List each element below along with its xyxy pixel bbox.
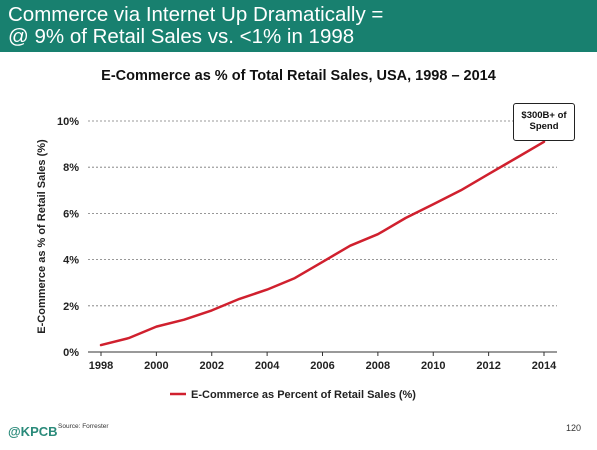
x-tick-label: 2000: [144, 360, 168, 372]
x-tick-label: 2006: [310, 360, 334, 372]
y-tick-label: 10%: [57, 116, 79, 128]
headline-line-1: Commerce via Internet Up Dramatically =: [8, 3, 384, 26]
y-tick-label: 8%: [63, 162, 79, 174]
y-tick-label: 6%: [63, 208, 79, 220]
y-tick-label: 4%: [63, 255, 79, 267]
x-tick-label: 1998: [89, 360, 113, 372]
annotation-line-1: $300B+ of: [521, 110, 567, 121]
x-tick-label: 2002: [200, 360, 224, 372]
kpcb-logo: @KPCB: [8, 424, 58, 439]
headline-line-2: @ 9% of Retail Sales vs. <1% in 1998: [8, 25, 355, 48]
annotation-line-2: Spend: [529, 121, 559, 132]
source-note: Source: Forrester: [58, 423, 109, 430]
x-tick-label: 2008: [366, 360, 390, 372]
x-tick-label: 2004: [255, 360, 280, 372]
legend-label: E-Commerce as Percent of Retail Sales (%…: [191, 389, 416, 401]
page-number: 120: [565, 423, 581, 433]
slide-header: Commerce via Internet Up Dramatically = …: [0, 0, 597, 52]
chart-title: E-Commerce as % of Total Retail Sales, U…: [101, 68, 496, 84]
x-tick-label: 2010: [421, 360, 445, 372]
y-axis-label: E-Commerce as % of Retail Sales (%): [36, 139, 48, 334]
x-tick-label: 2014: [532, 360, 557, 372]
spend-annotation: $300B+ of Spend: [513, 103, 575, 141]
x-tick-label: 2012: [476, 360, 500, 372]
y-tick-label: 0%: [63, 347, 79, 359]
y-tick-label: 2%: [63, 301, 79, 313]
series-line: [99, 140, 546, 347]
